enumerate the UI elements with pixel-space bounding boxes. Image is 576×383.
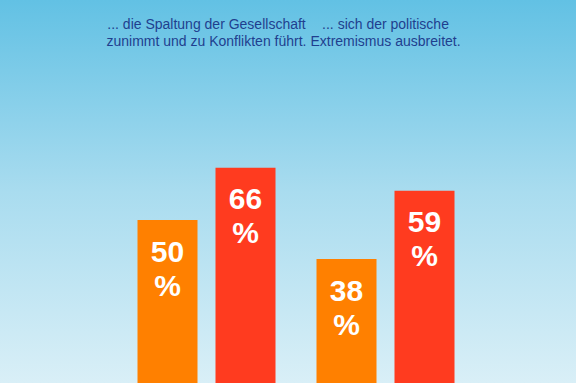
svg-text:zunimmt und zu Konflikten führ: zunimmt und zu Konflikten führt.: [107, 33, 307, 49]
svg-text:66: 66: [229, 182, 262, 215]
svg-text:%: %: [154, 269, 181, 302]
svg-text:... die Spaltung der Gesellsch: ... die Spaltung der Gesellschaft: [107, 16, 306, 32]
svg-text:%: %: [232, 216, 259, 249]
svg-text:Extremismus ausbreitet.: Extremismus ausbreitet.: [310, 33, 460, 49]
svg-text:50: 50: [151, 235, 184, 268]
svg-text:%: %: [333, 308, 360, 341]
svg-text:%: %: [411, 239, 438, 272]
svg-text:38: 38: [330, 274, 363, 307]
svg-text:... sich der politische: ... sich der politische: [322, 16, 449, 32]
svg-text:59: 59: [408, 205, 441, 238]
